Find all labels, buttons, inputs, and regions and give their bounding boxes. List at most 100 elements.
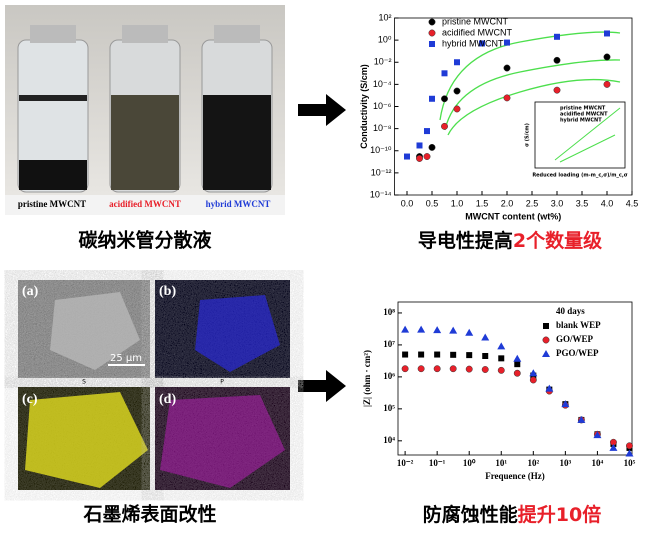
x-tick-label: 0.0	[401, 198, 414, 208]
panel-label: (d)	[159, 392, 176, 407]
marker	[479, 40, 485, 47]
inset-x-label: Reduced loading (m-m_c,σ)/m_c,σ	[532, 173, 627, 179]
y-tick-label: 10⁻⁸	[373, 123, 392, 133]
marker	[514, 361, 521, 368]
y-tick-label: 10²	[378, 12, 391, 22]
legend-label: hybrid MWCNT	[442, 38, 504, 48]
marker	[481, 366, 489, 373]
x-tick-label: 10⁴	[592, 458, 604, 468]
marker	[603, 53, 611, 61]
x-tick-label: 10⁵	[624, 458, 636, 468]
marker	[513, 369, 521, 377]
marker	[503, 64, 511, 72]
inset	[534, 101, 626, 169]
element-label: S	[82, 379, 86, 386]
marker	[450, 351, 457, 358]
marker	[441, 95, 448, 103]
legend-label: pristine MWCNT	[442, 16, 509, 26]
marker	[428, 29, 436, 37]
marker	[424, 128, 430, 135]
marker	[429, 41, 435, 47]
marker	[545, 384, 554, 392]
x-tick-label: 10⁻²	[397, 458, 414, 468]
y-tick-label: 10⁸	[383, 307, 395, 317]
legend-label: blank WEP	[556, 320, 601, 330]
marker	[449, 326, 458, 334]
marker	[503, 94, 511, 102]
marker	[428, 18, 436, 26]
marker	[481, 333, 490, 341]
x-tick-label: 1.5	[476, 198, 489, 208]
caption: 石墨烯表面改性	[82, 503, 216, 526]
marker	[603, 80, 611, 88]
marker	[441, 70, 448, 77]
marker	[402, 351, 409, 358]
marker	[404, 153, 410, 160]
marker	[401, 365, 409, 373]
y-tick-label: 10⁷	[383, 339, 395, 349]
marker	[454, 59, 460, 66]
element-label: P	[220, 379, 224, 386]
marker	[465, 365, 473, 373]
marker	[513, 354, 522, 362]
y-axis-label: |Z| (ohm · cm²)	[362, 350, 372, 407]
marker	[609, 443, 618, 451]
vial-label: pristine MWCNT	[18, 199, 86, 209]
vial-label: acidified MWCNT	[109, 199, 181, 209]
inset-legend: acidified MWCNT	[560, 112, 608, 118]
marker	[561, 400, 570, 408]
marker	[497, 342, 506, 350]
sem-images	[18, 280, 290, 490]
panel-label: (a)	[22, 284, 39, 299]
panel-label: (c)	[22, 392, 38, 407]
x-tick-label: 10¹	[495, 458, 507, 468]
caption: 防腐蚀性能提升10倍	[423, 503, 601, 526]
caption-part: 提升10倍	[518, 503, 601, 526]
marker	[504, 39, 510, 46]
marker	[453, 105, 461, 113]
inset-legend: hybrid MWCNT	[560, 118, 602, 124]
marker	[466, 352, 473, 359]
marker	[577, 415, 586, 423]
y-tick-label: 10⁰	[378, 35, 392, 45]
inset-y-label: σ (S/cm)	[525, 123, 531, 147]
x-axis-label: MWCNT content (wt%)	[465, 211, 561, 221]
x-tick-label: 3.0	[551, 198, 564, 208]
marker	[497, 366, 505, 374]
y-axis-label: Conductivity (S/cm)	[359, 64, 369, 149]
caption: 碳纳米管分散液	[78, 229, 212, 252]
y-tick-label: 10⁵	[383, 403, 395, 413]
legend-title: 40 days	[556, 306, 585, 316]
marker	[418, 351, 425, 358]
marker	[416, 142, 423, 149]
marker	[428, 143, 436, 151]
marker	[553, 86, 561, 94]
arrow	[298, 94, 346, 126]
marker	[465, 328, 474, 336]
marker	[416, 155, 423, 162]
marker	[625, 449, 634, 457]
marker	[498, 355, 505, 362]
marker	[434, 351, 441, 358]
x-tick-label: 2.5	[526, 198, 539, 208]
x-tick-label: 2.0	[501, 198, 514, 208]
marker	[604, 30, 610, 37]
marker	[453, 87, 461, 95]
y-tick-label: 10⁻⁶	[373, 101, 392, 111]
marker	[529, 369, 538, 377]
marker	[542, 336, 550, 344]
marker	[554, 33, 560, 40]
x-tick-label: 0.5	[426, 198, 439, 208]
x-tick-label: 10²	[527, 458, 539, 468]
legend-label: acidified MWCNT	[442, 27, 513, 37]
y-tick-label: 10⁻⁴	[373, 79, 392, 89]
marker	[553, 56, 561, 64]
marker	[417, 365, 425, 373]
y-tick-label: 10⁶	[383, 371, 395, 381]
y-tick-label: 10⁻¹²	[371, 167, 392, 177]
marker	[449, 365, 457, 373]
marker	[543, 323, 549, 329]
marker	[429, 95, 435, 102]
